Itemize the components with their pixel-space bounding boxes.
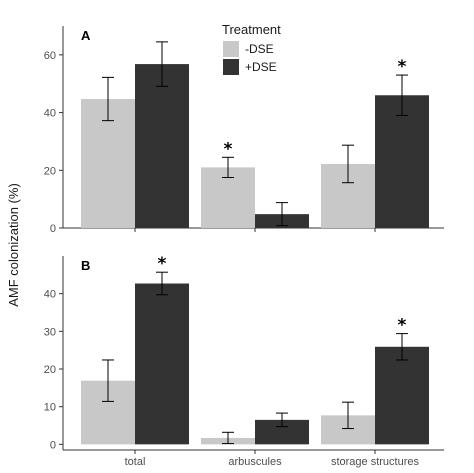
panel-a-y-tick-label: 0 (50, 223, 56, 235)
y-axis-title: AMF colonization (%) (6, 183, 21, 307)
panel-b-bar-storage-structures-plus-dse (375, 346, 429, 445)
legend-label-plus-dse: +DSE (245, 60, 277, 74)
legend-swatch-minus-dse (223, 41, 239, 57)
panel-a-bar-total-plus-dse (135, 64, 189, 228)
panel-a-label: A (81, 28, 91, 43)
panel-b-significance-star: * (398, 316, 407, 336)
panel-a-bar-storage-structures-plus-dse (375, 95, 429, 228)
legend-label-minus-dse: -DSE (245, 42, 274, 56)
panel-b-label: B (81, 258, 90, 273)
panel-a-y-tick-label: 20 (44, 165, 56, 177)
panel-a-y-tick-label: 40 (44, 108, 56, 120)
panel-b-significance-star: * (158, 254, 167, 274)
panel-b-y-tick-label: 20 (44, 364, 56, 376)
panel-a-significance-star: * (224, 139, 233, 159)
panel-b-bar-total-plus-dse (135, 283, 189, 445)
x-category-label: arbuscules (228, 456, 282, 468)
panel-b-y-tick-label: 30 (44, 326, 56, 338)
x-category-label: storage structures (331, 456, 420, 468)
panel-a-y-tick-label: 60 (44, 50, 56, 62)
x-category-label: total (125, 456, 146, 468)
panel-b-y-tick-label: 10 (44, 402, 56, 414)
legend-swatch-plus-dse (223, 59, 239, 75)
panel-b-y-tick-label: 40 (44, 289, 56, 301)
panel-b-y-tick-label: 0 (50, 439, 56, 451)
legend-title: Treatment (222, 22, 281, 37)
panel-a-significance-star: * (398, 57, 407, 77)
